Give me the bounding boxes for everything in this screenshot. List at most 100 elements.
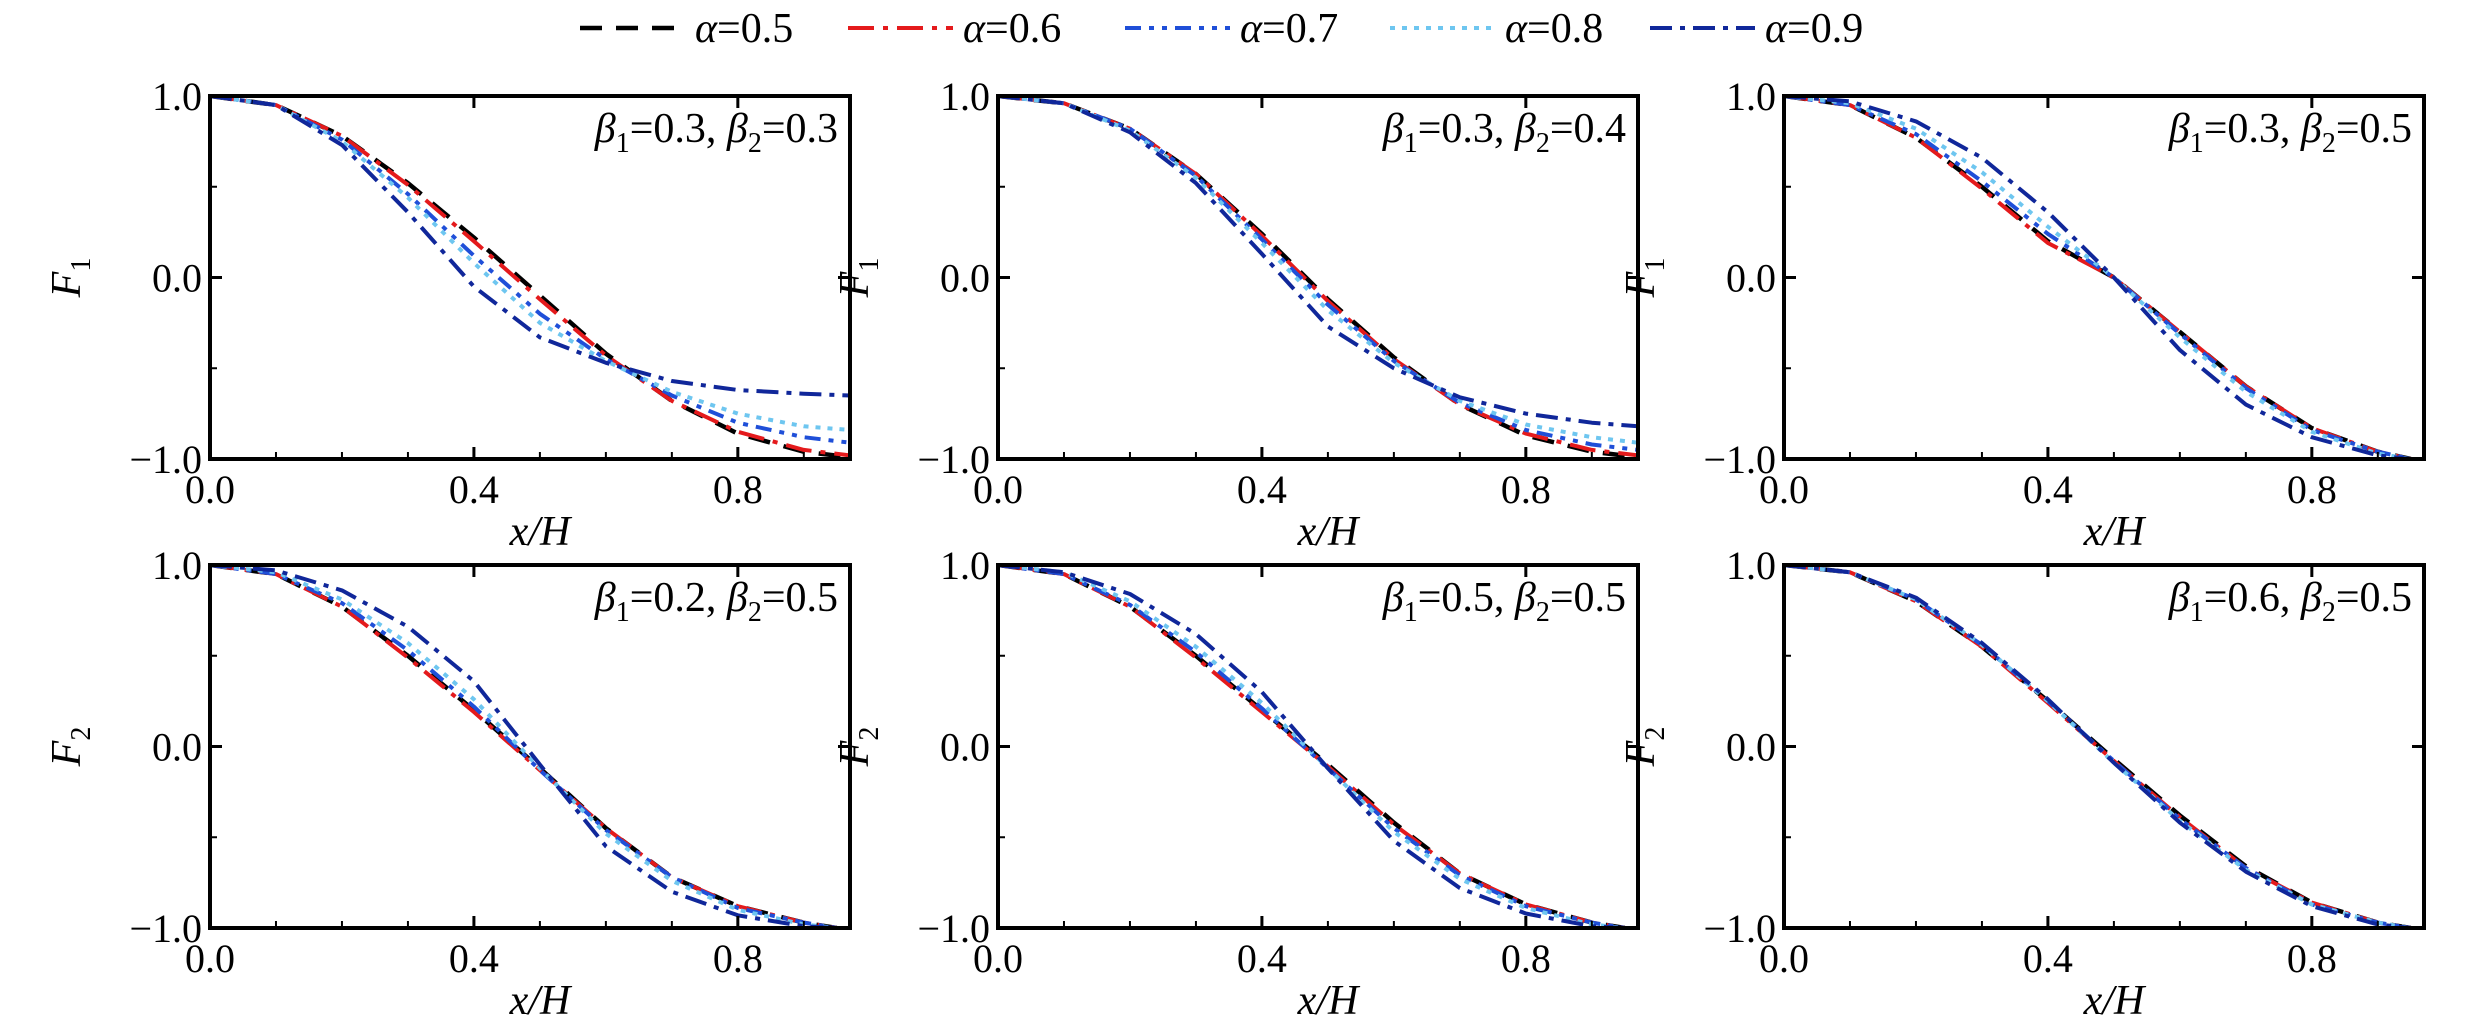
- y-axis-label-subscript: 1: [854, 258, 885, 272]
- series-line-alpha-0.9: [998, 96, 1638, 429]
- y-axis-label-symbol: F: [44, 740, 90, 767]
- beta-subscript: 2: [1536, 597, 1550, 628]
- y-axis-label-symbol: F: [1618, 271, 1664, 298]
- x-axis-label: x/H: [509, 978, 573, 1024]
- series-group: [998, 96, 1638, 459]
- y-axis-label-subscript: 2: [66, 727, 97, 741]
- legend-label-alpha-0.8: α=0.8: [1505, 6, 1603, 52]
- legend-label-alpha-0.6: α=0.6: [963, 6, 1061, 52]
- series-group: [210, 96, 850, 459]
- y-tick-label: −1.0: [1703, 437, 1776, 482]
- legend-entry-alpha-0.9: α=0.9: [1650, 6, 1863, 52]
- y-axis-label-symbol: F: [832, 271, 878, 298]
- series-line-alpha-0.9: [1784, 565, 2412, 928]
- y-tick-label: 1.0: [152, 74, 202, 119]
- y-tick-label: −1.0: [917, 906, 990, 951]
- series-line-alpha-0.9: [1784, 96, 2412, 459]
- beta1-value: =0.5,: [1418, 575, 1515, 621]
- x-tick-label: 0.4: [449, 936, 499, 981]
- x-tick-label: 0.4: [2023, 467, 2073, 512]
- beta-subscript: 2: [2322, 128, 2336, 159]
- beta-subscript: 1: [616, 597, 630, 628]
- beta2-value: =0.5: [1550, 575, 1626, 621]
- x-axis-label: x/H: [2083, 509, 2147, 555]
- legend-entry-alpha-0.7: α=0.7: [1125, 6, 1338, 52]
- legend-alpha-symbol: α: [695, 6, 718, 52]
- x-axis-label: x/H: [2083, 978, 2147, 1024]
- x-tick-label: 0.0: [973, 936, 1023, 981]
- x-tick-label: 0.8: [713, 936, 763, 981]
- beta-subscript: 2: [748, 128, 762, 159]
- legend-label-alpha-0.7: α=0.7: [1240, 6, 1338, 52]
- y-tick-label: 1.0: [940, 74, 990, 119]
- y-axis-label-subscript: 2: [854, 727, 885, 741]
- beta-annotation: β1=0.2, β2=0.5: [594, 575, 838, 628]
- beta-annotation: β1=0.3, β2=0.4: [1382, 106, 1626, 159]
- beta-symbol: β: [1382, 575, 1404, 621]
- beta-subscript: 1: [2190, 597, 2204, 628]
- legend-label-alpha-0.5: α=0.5: [695, 6, 793, 52]
- beta-symbol: β: [2168, 575, 2190, 621]
- series-group: [210, 565, 838, 928]
- beta1-value: =0.3,: [630, 106, 727, 152]
- x-tick-label: 0.4: [1237, 936, 1287, 981]
- y-tick-label: 0.0: [1726, 725, 1776, 770]
- y-axis-label-symbol: F: [832, 740, 878, 767]
- y-tick-label: 1.0: [152, 543, 202, 588]
- legend-alpha-symbol: α: [963, 6, 986, 52]
- x-tick-label: 0.4: [1237, 467, 1287, 512]
- beta-symbol: β: [2168, 106, 2190, 152]
- y-tick-label: 0.0: [1726, 256, 1776, 301]
- x-tick-label: 0.8: [1501, 467, 1551, 512]
- beta1-value: =0.3,: [2204, 106, 2301, 152]
- beta-symbol: β: [594, 106, 616, 152]
- y-axis-label: F1: [44, 258, 97, 299]
- legend-alpha-value: =0.6: [985, 6, 1061, 52]
- beta1-value: =0.6,: [2204, 575, 2301, 621]
- series-group: [1784, 565, 2412, 928]
- y-axis-label-subscript: 1: [66, 258, 97, 272]
- series-line-alpha-0.9: [210, 565, 837, 928]
- y-axis-label-subscript: 2: [1640, 727, 1671, 741]
- y-tick-label: 1.0: [1726, 543, 1776, 588]
- x-tick-label: 0.8: [713, 467, 763, 512]
- x-axis-label: x/H: [1297, 509, 1361, 555]
- beta1-value: =0.2,: [630, 575, 727, 621]
- beta-subscript: 2: [748, 597, 762, 628]
- legend-alpha-value: =0.9: [1787, 6, 1863, 52]
- beta-subscript: 1: [1404, 128, 1418, 159]
- y-tick-label: −1.0: [129, 437, 202, 482]
- y-axis-label: F2: [1618, 727, 1671, 768]
- beta-subscript: 2: [2322, 597, 2336, 628]
- y-tick-label: 1.0: [940, 543, 990, 588]
- y-tick-label: −1.0: [917, 437, 990, 482]
- beta-annotation: β1=0.6, β2=0.5: [2168, 575, 2412, 628]
- beta2-value: =0.5: [762, 575, 838, 621]
- x-tick-label: 0.0: [973, 467, 1023, 512]
- y-axis-label: F1: [832, 258, 885, 299]
- y-axis-label-symbol: F: [44, 271, 90, 298]
- beta-subscript: 1: [1404, 597, 1418, 628]
- beta-symbol: β: [726, 106, 748, 152]
- y-axis-label: F2: [44, 727, 97, 768]
- legend-alpha-value: =0.8: [1527, 6, 1603, 52]
- series-line-alpha-0.7: [210, 565, 838, 928]
- beta-symbol: β: [726, 575, 748, 621]
- series-line-alpha-0.9: [210, 96, 850, 398]
- y-tick-label: 0.0: [940, 725, 990, 770]
- legend-alpha-symbol: α: [1505, 6, 1528, 52]
- series-group: [998, 565, 1626, 928]
- x-axis-label: x/H: [509, 509, 573, 555]
- beta2-value: =0.4: [1550, 106, 1626, 152]
- legend-entry-alpha-0.6: α=0.6: [848, 6, 1061, 52]
- series-line-alpha-0.6: [210, 96, 850, 458]
- legend-entry-alpha-0.8: α=0.8: [1390, 6, 1603, 52]
- beta2-value: =0.3: [762, 106, 838, 152]
- beta-symbol: β: [1382, 106, 1404, 152]
